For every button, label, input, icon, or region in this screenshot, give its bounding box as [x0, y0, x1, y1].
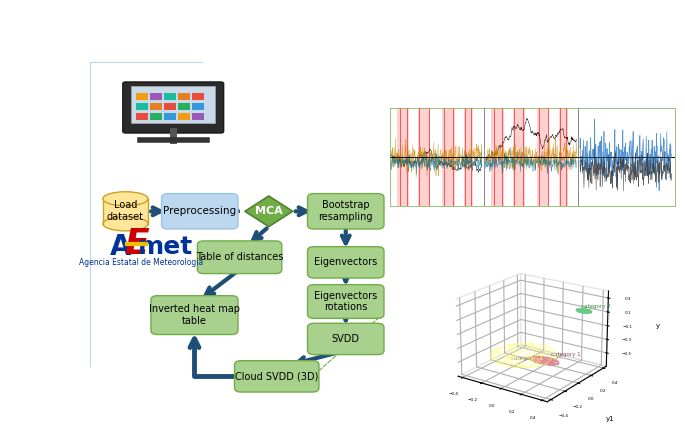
Text: Cloud SVDD (3D): Cloud SVDD (3D) — [235, 371, 319, 381]
Text: MCA: MCA — [255, 206, 283, 216]
Ellipse shape — [103, 217, 148, 231]
FancyBboxPatch shape — [164, 113, 176, 119]
FancyBboxPatch shape — [308, 323, 384, 354]
Bar — [512, 108, 525, 206]
FancyBboxPatch shape — [136, 103, 148, 110]
Bar — [537, 108, 549, 206]
Text: Eigenvectors: Eigenvectors — [314, 257, 377, 267]
FancyBboxPatch shape — [150, 93, 162, 99]
FancyBboxPatch shape — [192, 103, 204, 110]
FancyBboxPatch shape — [234, 361, 319, 392]
Polygon shape — [245, 196, 292, 227]
Bar — [491, 108, 503, 206]
Text: SVDD: SVDD — [332, 334, 360, 344]
Text: Eigenvectors
rotations: Eigenvectors rotations — [314, 291, 377, 312]
Text: met: met — [138, 235, 193, 259]
Bar — [558, 108, 568, 206]
FancyBboxPatch shape — [150, 113, 162, 119]
FancyBboxPatch shape — [150, 103, 162, 110]
FancyBboxPatch shape — [131, 86, 215, 123]
Ellipse shape — [103, 192, 148, 206]
FancyBboxPatch shape — [151, 296, 238, 335]
Text: Inverted heat map
table: Inverted heat map table — [149, 304, 240, 326]
FancyBboxPatch shape — [178, 93, 190, 99]
FancyBboxPatch shape — [164, 93, 176, 99]
Bar — [464, 108, 473, 206]
FancyBboxPatch shape — [308, 285, 384, 318]
FancyBboxPatch shape — [164, 103, 176, 110]
Text: Agencia Estatal de Meteorología: Agencia Estatal de Meteorología — [79, 258, 203, 267]
Text: Load
dataset: Load dataset — [107, 201, 144, 222]
FancyBboxPatch shape — [308, 247, 384, 278]
FancyBboxPatch shape — [136, 113, 148, 119]
Text: A: A — [110, 233, 131, 261]
FancyBboxPatch shape — [136, 93, 148, 99]
Bar — [397, 108, 409, 206]
Text: E: E — [124, 227, 149, 261]
Bar — [418, 108, 430, 206]
FancyBboxPatch shape — [103, 199, 148, 224]
Text: Preprocessing: Preprocessing — [163, 206, 236, 216]
FancyBboxPatch shape — [123, 82, 223, 133]
Bar — [443, 108, 455, 206]
Text: Bootstrap
resampling: Bootstrap resampling — [319, 201, 373, 222]
FancyBboxPatch shape — [162, 194, 238, 229]
Y-axis label: y1: y1 — [606, 416, 615, 422]
FancyBboxPatch shape — [178, 113, 190, 119]
FancyBboxPatch shape — [192, 93, 204, 99]
FancyBboxPatch shape — [197, 241, 282, 274]
FancyBboxPatch shape — [308, 194, 384, 229]
FancyBboxPatch shape — [192, 113, 204, 119]
FancyBboxPatch shape — [178, 103, 190, 110]
Text: Table of distances: Table of distances — [196, 252, 284, 262]
